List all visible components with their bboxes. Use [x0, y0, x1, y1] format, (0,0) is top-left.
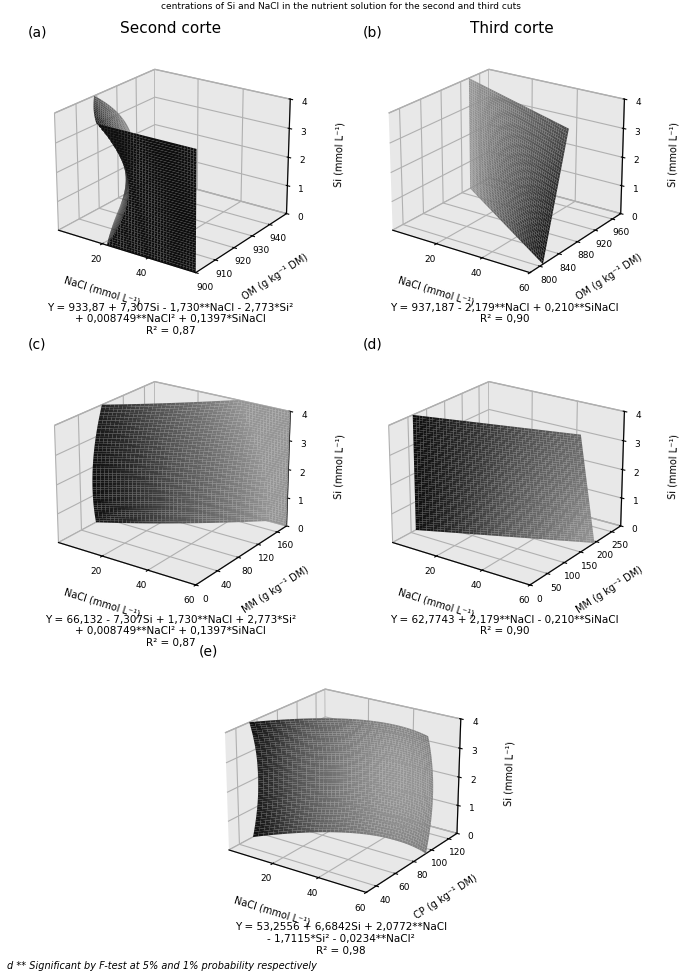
Text: centrations of Si and NaCl in the nutrient solution for the second and third cut: centrations of Si and NaCl in the nutrie… — [161, 2, 521, 11]
X-axis label: NaCl (mmol L⁻¹): NaCl (mmol L⁻¹) — [397, 588, 475, 620]
Text: Third corte: Third corte — [470, 21, 553, 36]
Text: (c): (c) — [28, 338, 47, 351]
X-axis label: NaCl (mmol L⁻¹): NaCl (mmol L⁻¹) — [233, 895, 311, 927]
Text: (e): (e) — [198, 645, 218, 659]
Text: (d): (d) — [362, 338, 382, 351]
X-axis label: NaCl (mmol L⁻¹): NaCl (mmol L⁻¹) — [63, 588, 140, 620]
Text: Y = 53,2556 + 6,6842Si + 2,0772**NaCl
- 1,7115*Si² - 0,0234**NaCl²
R² = 0,98: Y = 53,2556 + 6,6842Si + 2,0772**NaCl - … — [235, 922, 447, 956]
Text: Second corte: Second corte — [120, 21, 221, 36]
Y-axis label: CP (g kg⁻¹ DM): CP (g kg⁻¹ DM) — [413, 874, 479, 921]
Y-axis label: MM (g kg⁻¹ DM): MM (g kg⁻¹ DM) — [240, 564, 310, 615]
Text: (b): (b) — [362, 25, 382, 39]
Text: Y = 933,87 + 7,307Si - 1,730**NaCl - 2,773*Si²
+ 0,008749**NaCl² + 0,1397*SiNaCl: Y = 933,87 + 7,307Si - 1,730**NaCl - 2,7… — [47, 303, 294, 336]
X-axis label: NaCl (mmol L⁻¹): NaCl (mmol L⁻¹) — [63, 275, 140, 307]
Y-axis label: OM (g kg⁻¹ DM): OM (g kg⁻¹ DM) — [241, 253, 310, 303]
Text: Y = 62,7743 + 2,179**NaCl - 0,210**SiNaCl
R² = 0,90: Y = 62,7743 + 2,179**NaCl - 0,210**SiNaC… — [390, 615, 619, 636]
Text: (a): (a) — [28, 25, 48, 39]
Y-axis label: OM (g kg⁻¹ DM): OM (g kg⁻¹ DM) — [575, 253, 644, 303]
X-axis label: NaCl (mmol L⁻¹): NaCl (mmol L⁻¹) — [397, 275, 475, 307]
Text: Y = 937,187 - 2,179**NaCl + 0,210**SiNaCl
R² = 0,90: Y = 937,187 - 2,179**NaCl + 0,210**SiNaC… — [390, 303, 619, 324]
Y-axis label: MM (g kg⁻¹ DM): MM (g kg⁻¹ DM) — [574, 564, 644, 615]
Text: Y = 66,132 - 7,307Si + 1,730**NaCl + 2,773*Si²
+ 0,008749**NaCl² + 0,1397*SiNaCl: Y = 66,132 - 7,307Si + 1,730**NaCl + 2,7… — [45, 615, 296, 648]
Text: d ** Significant by F-test at 5% and 1% probability respectively: d ** Significant by F-test at 5% and 1% … — [7, 961, 316, 971]
